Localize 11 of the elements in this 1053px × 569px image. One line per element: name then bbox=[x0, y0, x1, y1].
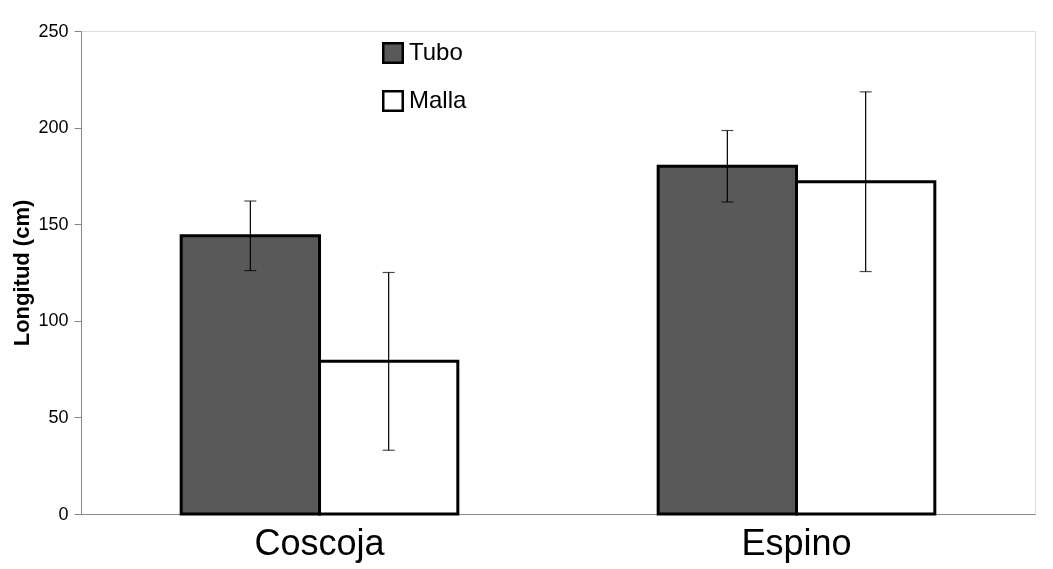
y-tick-label: 100 bbox=[38, 310, 69, 331]
y-tick-label: 250 bbox=[38, 20, 69, 41]
y-tick-label: 50 bbox=[48, 406, 69, 427]
y-tick-label: 0 bbox=[58, 503, 69, 524]
x-tick-label: Coscoja bbox=[254, 521, 386, 563]
legend-label: Malla bbox=[409, 86, 467, 113]
y-tick-label: 150 bbox=[38, 213, 69, 234]
y-axis-title: Longitud (cm) bbox=[9, 199, 35, 347]
x-tick-label: Espino bbox=[741, 521, 852, 563]
y-tick-label: 200 bbox=[38, 117, 69, 138]
legend-label: Tubo bbox=[409, 38, 463, 65]
